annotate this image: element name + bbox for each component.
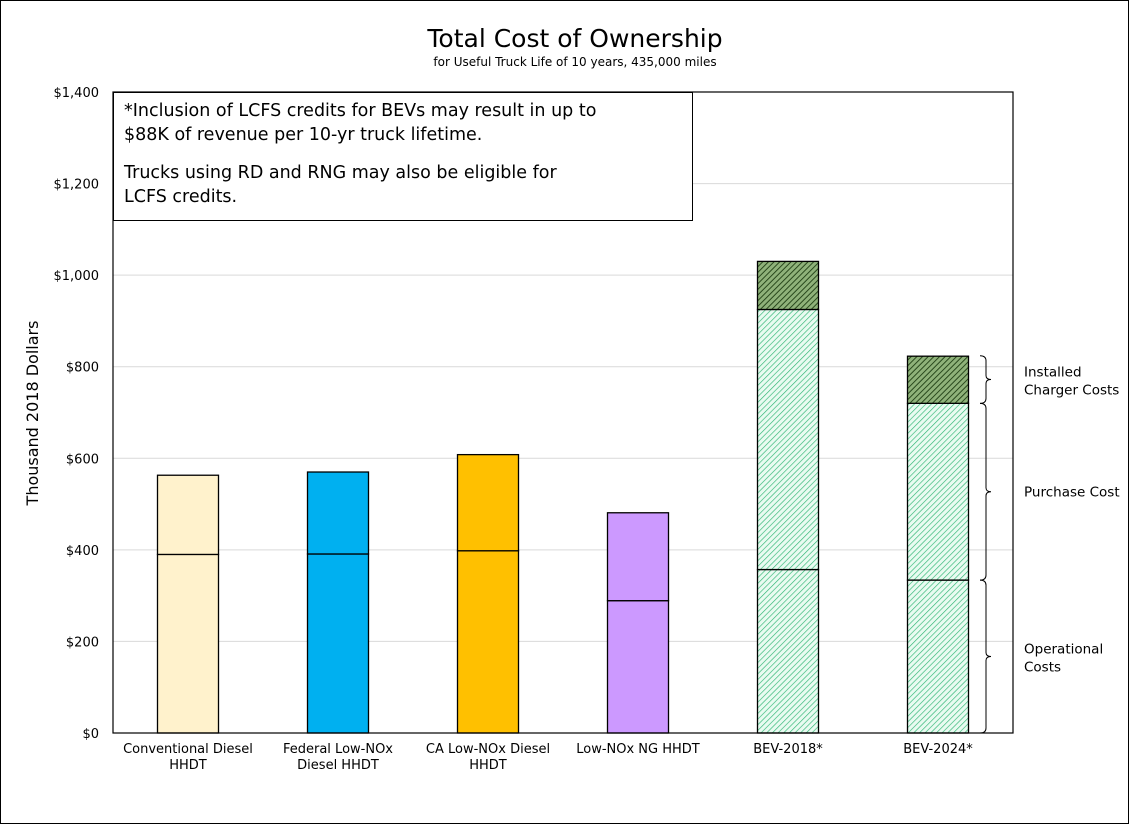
bar-segment <box>306 553 370 734</box>
x-tick-label-line2: Diesel HHDT <box>297 758 379 773</box>
bar-segment <box>306 471 370 555</box>
brace <box>979 402 992 581</box>
x-tick-label-line2: HHDT <box>469 758 507 773</box>
bar-segment <box>906 402 970 581</box>
chart-title: Total Cost of Ownership <box>426 24 722 53</box>
note-line-1: *Inclusion of LCFS credits for BEVs may … <box>124 101 597 121</box>
brace <box>979 579 992 734</box>
brace-label: Purchase Cost <box>1024 485 1120 501</box>
bar-segment <box>606 512 670 602</box>
y-tick-labels: $0 $200 $400 $600 $800 $1,000 $1,200 $1,400 <box>54 86 100 742</box>
y-tick-label: $400 <box>66 544 99 559</box>
y-tick-label: $1,400 <box>54 86 100 101</box>
y-tick-label: $800 <box>66 361 99 376</box>
lcfs-note-box: *Inclusion of LCFS credits for BEVs may … <box>113 92 693 221</box>
bar-segment <box>756 308 820 571</box>
note-line-2: $88K of revenue per 10-yr truck lifetime… <box>124 125 483 145</box>
bar-segment <box>456 550 520 734</box>
brace-label: Installed <box>1024 365 1082 381</box>
y-tick-label: $0 <box>82 727 99 742</box>
brace <box>979 355 992 404</box>
bars <box>156 260 970 734</box>
bar-segment <box>756 260 820 311</box>
y-tick-label: $200 <box>66 635 99 650</box>
gridlines <box>113 183 1013 642</box>
x-tick-label: Federal Low-NOx <box>283 742 393 757</box>
brace-label-line2: Costs <box>1024 660 1061 676</box>
x-tick-label: CA Low-NOx Diesel <box>426 742 550 757</box>
bar-segment <box>156 474 220 556</box>
bar-segment <box>756 568 820 734</box>
y-axis-label: Thousand 2018 Dollars <box>23 321 42 507</box>
x-tick-label-line2: HHDT <box>169 758 207 773</box>
x-tick-label: BEV-2024* <box>903 742 973 757</box>
bar-segment <box>606 600 670 734</box>
y-tick-label: $1,200 <box>54 178 100 193</box>
bar-segment <box>906 355 970 404</box>
note-line-3: Trucks using RD and RNG may also be elig… <box>124 163 557 183</box>
x-tick-label: Low-NOx NG HHDT <box>576 742 700 757</box>
y-tick-label: $600 <box>66 452 99 467</box>
y-tick-label: $1,000 <box>54 269 100 284</box>
brace-label-line2: Charger Costs <box>1024 383 1119 399</box>
chart-subtitle: for Useful Truck Life of 10 years, 435,0… <box>433 55 716 69</box>
cost-braces: Installed Charger Costs Purchase Cost Opera… <box>979 355 1120 734</box>
bar-segment <box>906 579 970 734</box>
note-line-4: LCFS credits. <box>124 187 238 207</box>
x-tick-label: BEV-2018* <box>753 742 823 757</box>
brace-label: Operational <box>1024 642 1103 658</box>
x-tick-label: Conventional Diesel <box>123 742 253 757</box>
bar-segment <box>156 553 220 734</box>
bar-segment <box>456 453 520 552</box>
